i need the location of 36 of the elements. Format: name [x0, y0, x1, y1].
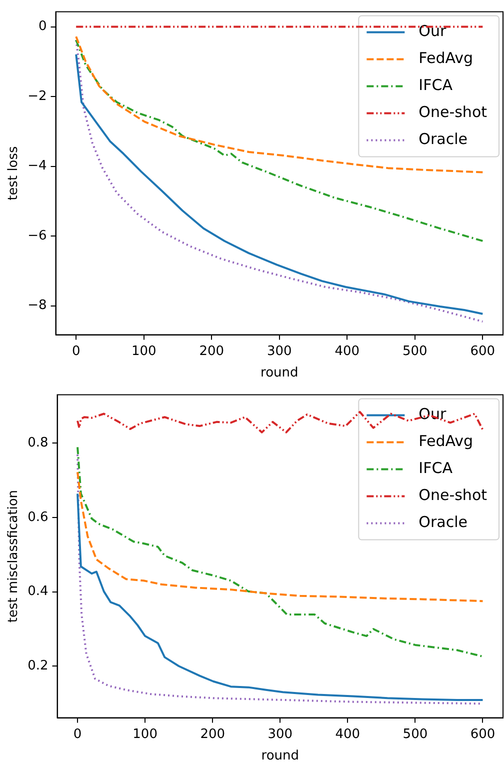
y-tick-label: 0.4: [28, 584, 48, 600]
x-tick-label: 100: [132, 726, 158, 742]
x-tick-label: 300: [266, 344, 292, 359]
legend-label: One-shot: [418, 103, 488, 122]
legend-label: FedAvg: [418, 432, 474, 450]
y-tick-label: 0.2: [28, 658, 48, 674]
legend-label: Oracle: [418, 130, 468, 148]
legend-label: Oracle: [418, 513, 468, 532]
legend-label: IFCA: [418, 459, 454, 478]
x-tick-label: 300: [268, 726, 293, 742]
x-tick-label: 600: [470, 726, 496, 742]
x-axis-title: round: [260, 366, 298, 381]
y-tick-label: 0.6: [28, 510, 48, 525]
x-tick-label: 0: [73, 726, 82, 742]
x-tick-label: 400: [334, 344, 360, 359]
y-tick-label: −2: [28, 88, 47, 104]
x-tick-label: 500: [402, 726, 428, 742]
x-tick-label: 0: [72, 344, 80, 359]
y-tick-label: −4: [28, 158, 47, 174]
legend-label: One-shot: [418, 486, 488, 504]
y-axis-title: test loss: [6, 146, 22, 200]
x-tick-label: 200: [200, 726, 226, 742]
legend-label: Our: [418, 22, 447, 40]
y-tick-label: 0: [38, 19, 47, 34]
y-tick-label: −8: [28, 298, 47, 314]
legend-label: IFCA: [418, 76, 454, 94]
x-tick-label: 400: [335, 726, 360, 742]
legend-label: FedAvg: [418, 49, 474, 68]
x-tick-label: 500: [402, 344, 428, 359]
y-axis-title: test misclassfication: [6, 490, 22, 623]
y-tick-label: −6: [28, 228, 47, 244]
x-tick-label: 200: [199, 344, 224, 359]
x-tick-label: 100: [131, 344, 156, 359]
x-axis-title: round: [261, 748, 300, 764]
x-tick-label: 600: [470, 344, 496, 359]
y-tick-label: 0.8: [28, 435, 48, 450]
